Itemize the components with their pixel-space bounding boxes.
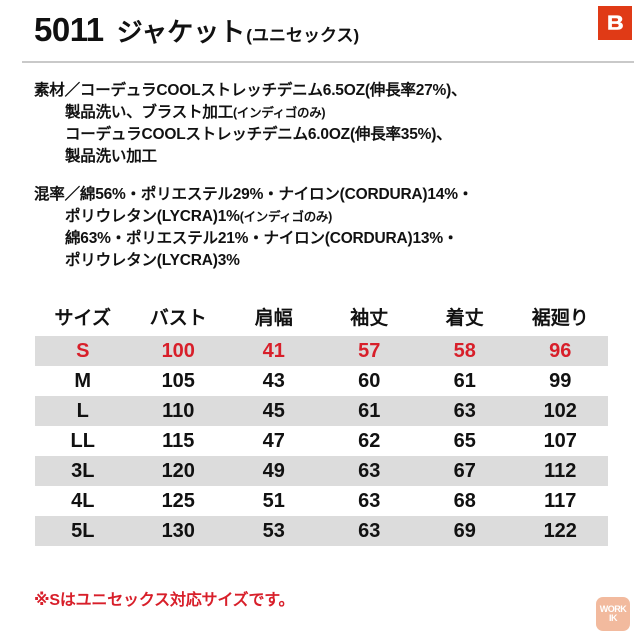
composition-block: 混率／綿56%・ポリエステル29%・ナイロン(CORDURA)14%・ ポリウレ…	[34, 184, 614, 272]
cell-length: 61	[453, 369, 476, 392]
material-line-1: 素材／コーデュラCOOLストレッチデニム6.5OZ(伸長率27%)、	[34, 82, 467, 99]
cell-bust: 115	[162, 429, 195, 452]
cell-length: 65	[453, 429, 476, 452]
brand-logo-icon	[598, 6, 632, 40]
specifications: 素材／コーデュラCOOLストレッチデニム6.5OZ(伸長率27%)、 製品洗い、…	[34, 80, 614, 288]
table-row: 5L 130 53 63 69 122	[35, 516, 608, 546]
cell-shoulder: 53	[226, 516, 322, 546]
cell-size: LL	[70, 429, 95, 452]
cell-hem: 102	[512, 396, 608, 426]
cell-bust: 125	[161, 489, 195, 512]
product-subtitle: (ユニセックス)	[246, 26, 360, 45]
cell-sleeve: 63	[321, 516, 417, 546]
page-title: 5011 ジャケット (ユニセックス)	[34, 13, 359, 46]
cell-hem: 122	[512, 516, 608, 546]
header: 5011 ジャケット (ユニセックス)	[0, 0, 640, 63]
cell-shoulder: 43	[262, 369, 285, 392]
cell-hem: 112	[512, 456, 608, 486]
cell-size: 4L	[71, 489, 95, 512]
table-row: 3L 120 49 63 67 112	[35, 456, 608, 486]
product-code: 5011	[34, 11, 104, 48]
cell-bust: 130	[130, 516, 226, 546]
cell-size: 5L	[35, 516, 131, 546]
table-row: M 105 43 60 61 99	[35, 366, 608, 396]
cell-bust: 110	[130, 396, 226, 426]
material-line-4: 製品洗い加工	[65, 148, 157, 165]
table-row: L 110 45 61 63 102	[35, 396, 608, 426]
cell-length: 68	[453, 489, 476, 512]
cell-shoulder: 49	[226, 456, 322, 486]
table-header-row: サイズ バスト 肩幅 袖丈 着丈 裾廻り	[35, 300, 608, 336]
cell-bust: 120	[130, 456, 226, 486]
cell-size: M	[74, 369, 92, 392]
watermark-line-1: WORK	[599, 603, 627, 614]
cell-hem: 107	[543, 429, 577, 452]
header-divider	[22, 61, 634, 63]
cell-bust: 100	[130, 336, 226, 366]
material-line-2: 製品洗い、ブラスト加工(インディゴのみ)	[65, 104, 326, 121]
table-row: 4L 125 51 63 68 117	[35, 486, 608, 516]
material-block: 素材／コーデュラCOOLストレッチデニム6.5OZ(伸長率27%)、 製品洗い、…	[34, 80, 614, 168]
cell-length: 67	[417, 456, 513, 486]
column-header-hem: 裾廻り	[531, 307, 589, 329]
cell-size: S	[35, 336, 131, 366]
cell-sleeve: 63	[321, 456, 417, 486]
cell-shoulder: 45	[226, 396, 322, 426]
cell-shoulder: 51	[262, 489, 285, 512]
cell-hem: 96	[512, 336, 608, 366]
column-header-bust: バスト	[149, 307, 207, 329]
footnote-text: ※Sはユニセックス対応サイズです。	[34, 592, 295, 609]
table-body: S 100 41 57 58 96 M 105 43 60 61 99 L 11…	[35, 336, 608, 546]
composition-line-3: 綿63%・ポリエステル21%・ナイロン(CORDURA)13%・	[65, 230, 459, 247]
cell-hem: 99	[549, 369, 572, 392]
column-header-sleeve: 袖丈	[350, 307, 389, 329]
column-header-shoulder: 肩幅	[254, 307, 293, 329]
cell-length: 69	[417, 516, 513, 546]
cell-length: 63	[417, 396, 513, 426]
cell-size: 3L	[35, 456, 131, 486]
material-line-3: コーデュラCOOLストレッチデニム6.0OZ(伸長率35%)、	[65, 126, 452, 143]
cell-size: L	[35, 396, 131, 426]
cell-bust: 105	[161, 369, 195, 392]
column-header-length: 着丈	[445, 307, 484, 329]
size-chart-table: サイズ バスト 肩幅 袖丈 着丈 裾廻り S 100 41 57 58 96 M…	[35, 300, 608, 546]
composition-line-2: ポリウレタン(LYCRA)1%(インディゴのみ)	[65, 208, 332, 225]
composition-line-1: 混率／綿56%・ポリエステル29%・ナイロン(CORDURA)14%・	[34, 186, 474, 203]
watermark-line-2: IK	[609, 613, 618, 623]
cell-shoulder: 47	[262, 429, 285, 452]
cell-shoulder: 41	[226, 336, 322, 366]
cell-sleeve: 63	[358, 489, 381, 512]
composition-line-4: ポリウレタン(LYCRA)3%	[65, 252, 240, 269]
table-row: LL 115 47 62 65 107	[35, 426, 608, 456]
cell-sleeve: 61	[321, 396, 417, 426]
cell-length: 58	[417, 336, 513, 366]
cell-sleeve: 57	[321, 336, 417, 366]
cell-hem: 117	[544, 489, 577, 512]
cell-sleeve: 60	[358, 369, 381, 392]
column-header-size: サイズ	[54, 307, 111, 329]
work-watermark-icon: WORK IK	[596, 597, 630, 631]
cell-sleeve: 62	[358, 429, 381, 452]
product-name: ジャケット	[116, 17, 246, 47]
table-header: サイズ バスト 肩幅 袖丈 着丈 裾廻り	[35, 300, 608, 336]
table-row: S 100 41 57 58 96	[35, 336, 608, 366]
